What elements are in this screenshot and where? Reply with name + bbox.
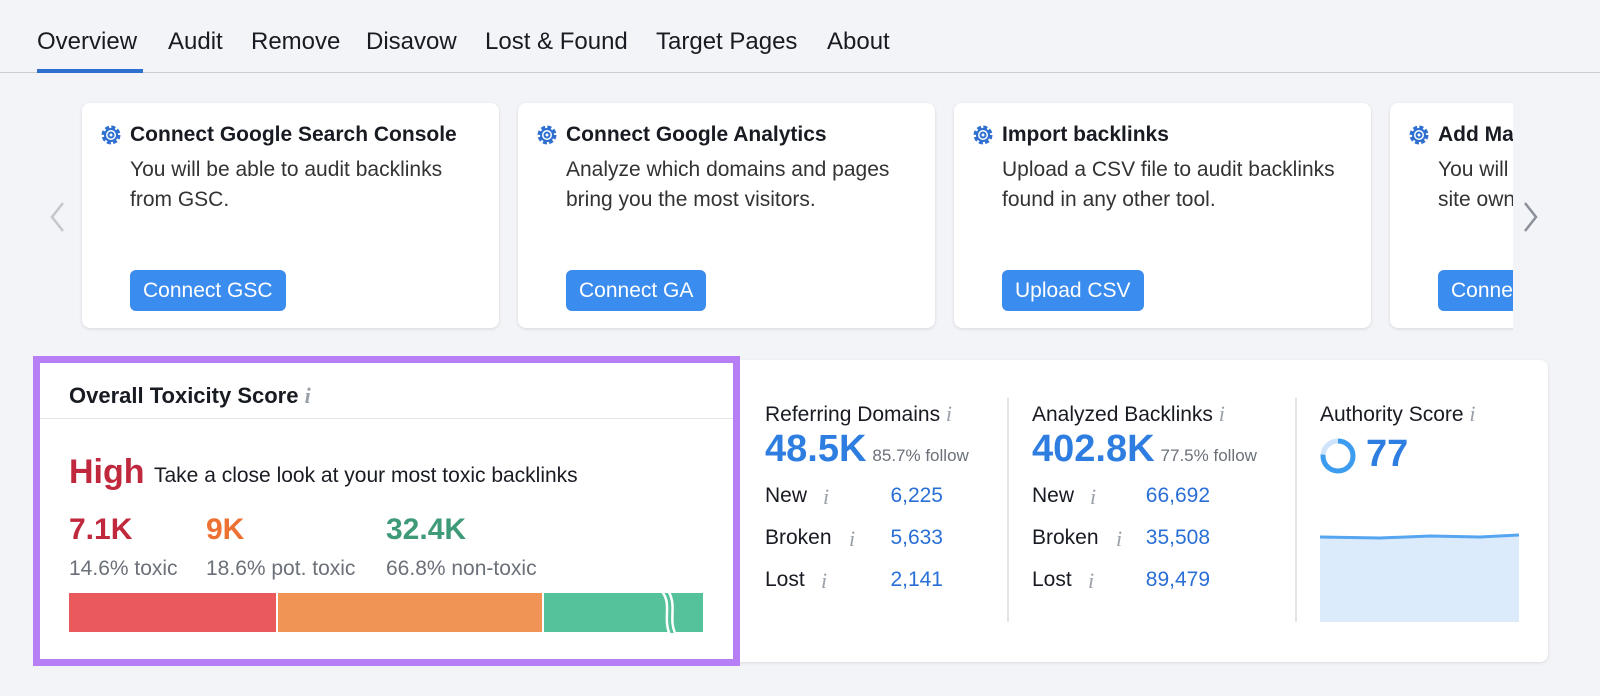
- card: Connect Google Search Console You will be…: [82, 103, 499, 328]
- row-label: New i: [1032, 484, 1096, 509]
- segment-value: 9K: [206, 513, 245, 546]
- label: New: [765, 484, 808, 507]
- divider: [40, 418, 733, 419]
- tab[interactable]: Audit: [168, 28, 223, 55]
- row-value[interactable]: 35,508: [1145, 526, 1210, 549]
- info-icon[interactable]: i: [1088, 568, 1095, 593]
- gear-icon: [1409, 125, 1429, 145]
- card-text: found in any other tool.: [1002, 188, 1216, 211]
- divider: [1295, 398, 1297, 622]
- card-button[interactable]: Connect GSC: [130, 270, 286, 311]
- card-text: Upload a CSV file to audit backlinks: [1002, 158, 1335, 181]
- gear-icon: [973, 125, 993, 145]
- segment-value: 32.4K: [386, 513, 467, 546]
- info-icon[interactable]: i: [821, 568, 828, 593]
- label: Analyzed Backlinks: [1032, 403, 1213, 426]
- card-button[interactable]: Connect GA: [566, 270, 707, 311]
- card-text: bring you the most visitors.: [566, 188, 816, 211]
- tab[interactable]: Overview: [37, 28, 138, 55]
- card: Connect Google Analytics Analyze which do…: [518, 103, 935, 328]
- tab[interactable]: About: [827, 28, 890, 55]
- follow-rate: 77.5% follow: [1160, 446, 1257, 465]
- gear-icon: [537, 125, 557, 145]
- info-icon[interactable]: i: [823, 484, 830, 509]
- row-value[interactable]: 6,225: [890, 484, 943, 507]
- authority-value: 77: [1366, 433, 1409, 475]
- metric-value: 402.8K: [1032, 428, 1155, 470]
- card: Add Ma You will site own Conne: [1390, 103, 1513, 328]
- metric-label: Referring Domains i: [765, 401, 952, 427]
- card: Import backlinks Upload a CSV file to aud…: [954, 103, 1371, 328]
- metric-headline: 48.5K 85.7% follow: [765, 428, 969, 471]
- tab-border: [0, 72, 1600, 73]
- metric-label: Analyzed Backlinks i: [1032, 401, 1225, 427]
- title: Overall Toxicity Score: [69, 383, 299, 408]
- card-text: You will be able to audit backlinks: [130, 158, 443, 181]
- info-icon[interactable]: i: [304, 383, 311, 408]
- toxicity-bar: [69, 593, 703, 633]
- follow-rate: 85.7% follow: [872, 446, 969, 465]
- label: Broken: [1032, 526, 1099, 549]
- label: Lost: [1032, 568, 1072, 591]
- tab[interactable]: Lost & Found: [485, 28, 628, 55]
- card-title: Connect Google Search Console: [130, 123, 457, 146]
- label: Lost: [765, 568, 805, 591]
- active-tab-underline: [37, 69, 143, 73]
- tab[interactable]: Disavow: [366, 28, 457, 55]
- card-title: Connect Google Analytics: [566, 123, 827, 146]
- next-arrow[interactable]: [1520, 200, 1540, 234]
- row-value[interactable]: 89,479: [1145, 568, 1210, 591]
- info-icon[interactable]: i: [1218, 401, 1225, 426]
- card-text: Analyze which domains and pages: [566, 158, 890, 181]
- metric-headline: 402.8K 77.5% follow: [1032, 428, 1257, 471]
- row-value[interactable]: 5,633: [890, 526, 943, 549]
- row-label: Broken i: [765, 526, 855, 551]
- toxicity-title: Overall Toxicity Score i: [69, 383, 311, 409]
- info-icon[interactable]: i: [1090, 484, 1097, 509]
- segment-label: 14.6% toxic: [69, 557, 178, 580]
- label: Referring Domains: [765, 403, 941, 426]
- label: New: [1032, 484, 1075, 507]
- card-title: Add Ma: [1438, 123, 1513, 146]
- tab[interactable]: Remove: [251, 28, 341, 55]
- divider: [1007, 398, 1009, 622]
- info-icon[interactable]: i: [849, 526, 856, 551]
- card-text: You will: [1438, 158, 1509, 181]
- info-icon[interactable]: i: [1116, 526, 1123, 551]
- row-value[interactable]: 66,692: [1145, 484, 1210, 507]
- card-text: site own: [1438, 188, 1513, 211]
- card-button[interactable]: Upload CSV: [1002, 270, 1144, 311]
- authority-donut: [1320, 438, 1356, 474]
- row-label: Broken i: [1032, 526, 1122, 551]
- row-label: Lost i: [765, 568, 827, 593]
- row-label: Lost i: [1032, 568, 1094, 593]
- authority-trend: [1320, 533, 1520, 622]
- row-label: New i: [765, 484, 829, 509]
- authority-label: Authority Score i: [1320, 401, 1476, 427]
- label: Authority Score: [1320, 403, 1464, 426]
- info-icon[interactable]: i: [1469, 401, 1476, 426]
- info-icon[interactable]: i: [945, 401, 953, 426]
- metric-value: 48.5K: [765, 428, 867, 470]
- card-carousel: Connect Google Search Console You will be…: [70, 95, 1513, 340]
- toxicity-panel: Overall Toxicity Score i High Take a clo…: [33, 356, 740, 666]
- toxicity-description: Take a close look at your most toxic bac…: [154, 464, 578, 487]
- toxicity-level: High: [69, 453, 145, 491]
- segment-label: 18.6% pot. toxic: [206, 557, 356, 580]
- segment-label: 66.8% non-toxic: [386, 557, 537, 580]
- card-button[interactable]: Conne: [1438, 270, 1513, 311]
- tab[interactable]: Target Pages: [656, 28, 798, 55]
- gear-icon: [101, 125, 121, 145]
- label: Broken: [765, 526, 832, 549]
- card-text: from GSC.: [130, 188, 230, 211]
- prev-arrow[interactable]: [48, 200, 68, 234]
- row-value[interactable]: 2,141: [890, 568, 943, 591]
- card-title: Import backlinks: [1002, 123, 1169, 146]
- segment-value: 7.1K: [69, 513, 133, 546]
